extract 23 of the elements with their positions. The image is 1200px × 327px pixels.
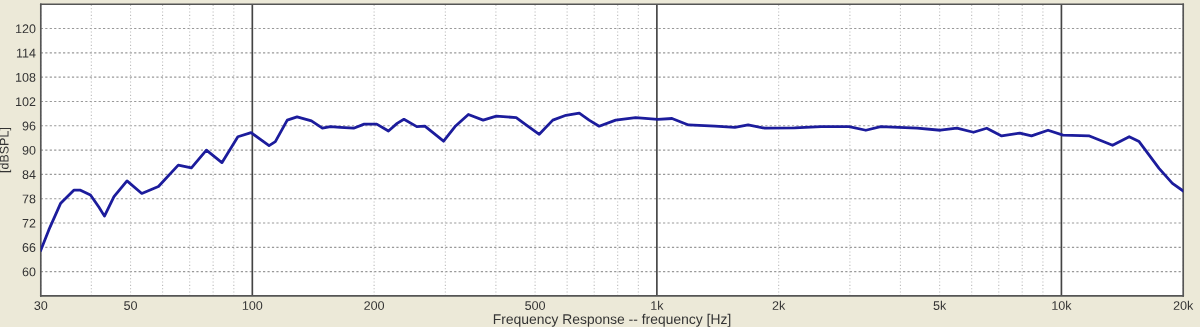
y-tick-label: 96: [22, 121, 36, 131]
x-tick-label: 10k: [1052, 300, 1072, 310]
y-tick-label: 72: [22, 218, 36, 228]
x-tick-label: 1k: [651, 300, 664, 310]
y-tick-label: 102: [16, 97, 36, 107]
x-tick-label: 100: [242, 301, 263, 310]
x-tick-label: 200: [364, 301, 385, 310]
y-tick-label: 108: [16, 72, 36, 82]
y-tick-label: 90: [22, 145, 36, 155]
y-tick-label: 78: [22, 194, 36, 204]
x-tick-label: 30: [34, 301, 48, 310]
y-axis-title: [dBSPL]: [0, 128, 12, 173]
y-tick-label: 84: [22, 170, 36, 180]
x-tick-label: 2k: [772, 300, 786, 310]
y-tick-label: 120: [16, 24, 36, 34]
x-tick-label: 20k: [1173, 300, 1194, 310]
x-tick-label: 5k: [933, 300, 947, 310]
y-tick-label: 66: [22, 243, 36, 252]
y-tick-label: 114: [16, 48, 36, 58]
x-tick-label: 500: [525, 301, 546, 310]
y-tick-label: 60: [22, 267, 36, 277]
x-axis-title: Frequency Response -- frequency [Hz]: [493, 313, 731, 327]
x-tick-label: 50: [124, 301, 138, 310]
